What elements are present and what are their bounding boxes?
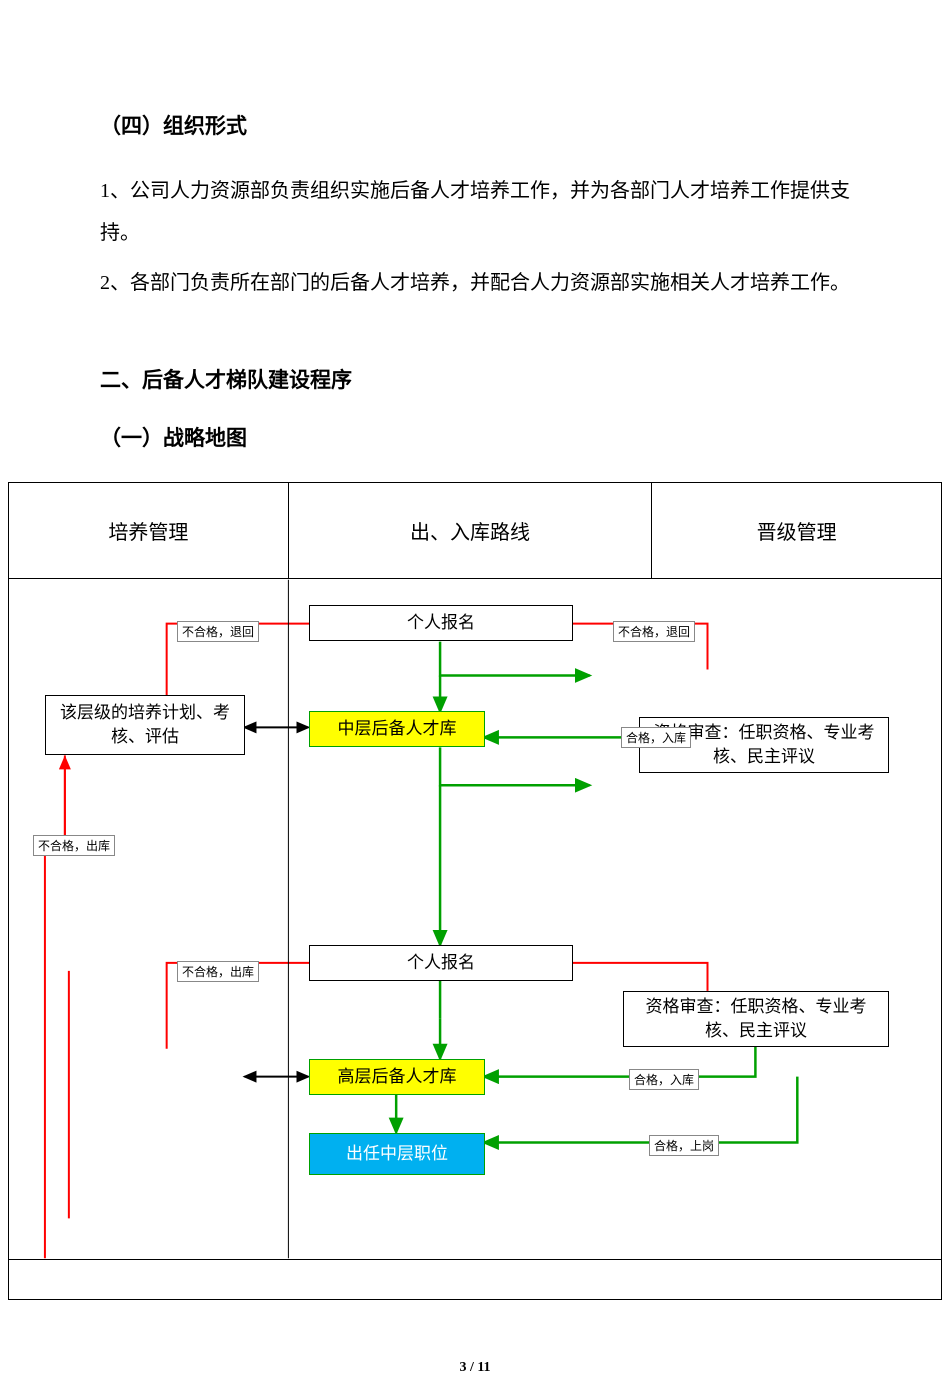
label-fail-out-1: 不合格，出库 [33,835,115,856]
node-mid-pool: 中层后备人才库 [309,711,485,747]
col-header-3: 晋级管理 [652,483,942,579]
node-high-pool: 高层后备人才库 [309,1059,485,1095]
para-2: 2、各部门负责所在部门的后备人才培养，并配合人力资源部实施相关人才培养工作。 [100,262,850,304]
flowchart-area: 个人报名 中层后备人才库 该层级的培养计划、考核、评估 资格审查：任职资格、专业… [9,579,941,1259]
column-header-row: 培养管理 出、入库路线 晋级管理 [9,483,942,579]
label-fail-return-1: 不合格，退回 [177,621,259,642]
heading-strategy-map: （一）战略地图 [100,422,850,452]
col-header-2: 出、入库路线 [288,483,652,579]
col-header-1: 培养管理 [9,483,289,579]
node-training-plan: 该层级的培养计划、考核、评估 [45,695,245,755]
node-review-2: 资格审查：任职资格、专业考核、民主评议 [623,991,889,1047]
heading-org-form: （四）组织形式 [100,110,850,140]
node-signup-1: 个人报名 [309,605,573,641]
label-pass-in-2: 合格，入库 [629,1069,699,1090]
para-1: 1、公司人力资源部负责组织实施后备人才培养工作，并为各部门人才培养工作提供支持。 [100,170,850,254]
label-fail-out-2: 不合格，出库 [177,961,259,982]
page-number: 3 / 11 [0,1360,950,1376]
strategy-map-diagram: 培养管理 出、入库路线 晋级管理 [8,482,942,1300]
label-fail-return-2: 不合格，退回 [613,621,695,642]
label-pass-in-1: 合格，入库 [621,727,691,748]
node-appoint-mid: 出任中层职位 [309,1133,485,1175]
label-pass-on: 合格，上岗 [649,1135,719,1156]
node-signup-2: 个人报名 [309,945,573,981]
heading-process: 二、后备人才梯队建设程序 [100,364,850,394]
